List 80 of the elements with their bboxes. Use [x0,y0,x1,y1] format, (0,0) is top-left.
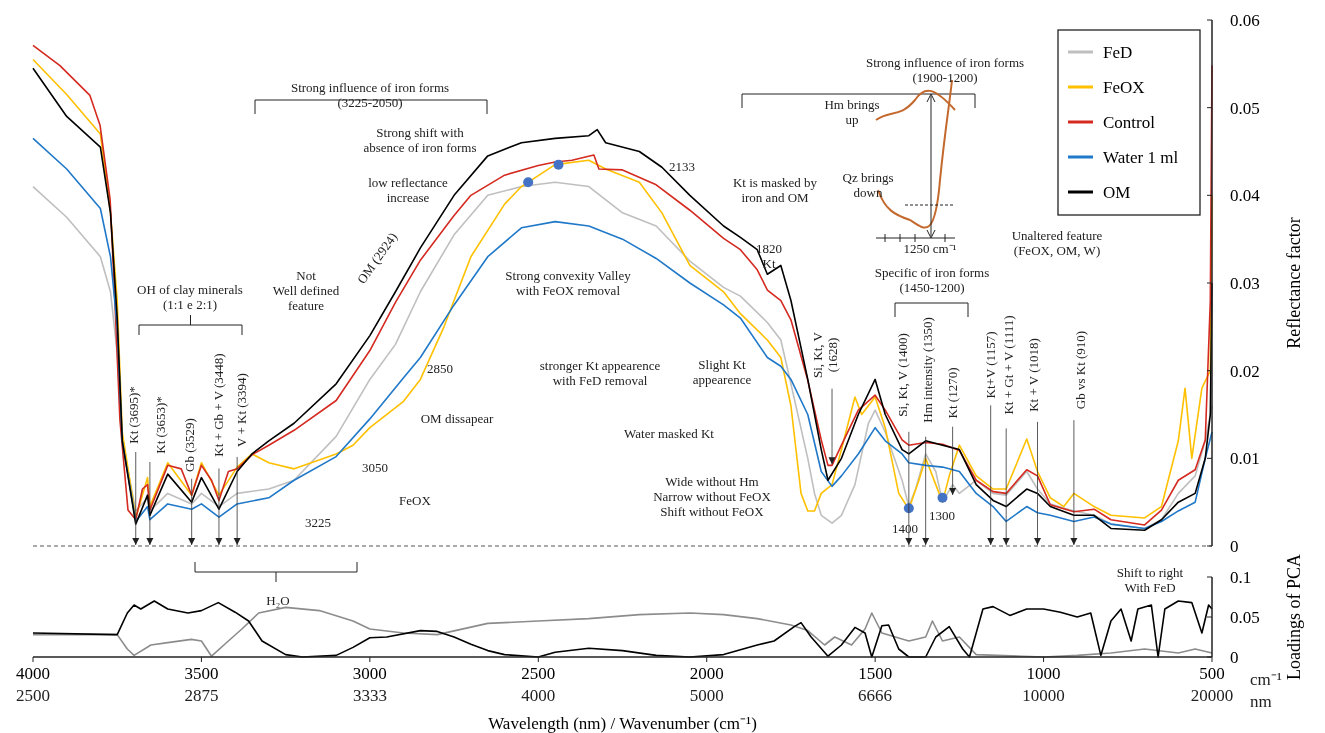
x-tick-label: 4000 [16,664,50,683]
annotation: Slight Kt appearence [692,357,752,388]
annotation: Hm brings up [824,97,880,128]
annotation: Kt + Gb + V (3448) [210,353,226,457]
annotation: Kt+V (1157) [982,331,998,399]
y-tick-label: 0.01 [1230,449,1260,469]
y-tick-label: 0.05 [1230,98,1260,118]
annotation: OM dissapear [420,410,494,426]
annotation: Water masked Kt [624,425,715,441]
annotation: Qz brings down [842,170,894,201]
text: 20000 [1190,685,1234,705]
annotation: Shift to right With FeD [1116,565,1184,596]
annotation: Strong convexity Valley with FeOX removal [505,268,632,299]
annotation: Si, Kt, V (1400) [894,333,910,417]
annotation: FeOX [399,492,432,508]
y-tick-label: 0.1 [1230,567,1252,587]
y-tick-label: 0.04 [1230,186,1261,206]
y-tick-label: 0.05 [1230,607,1260,627]
text: 2500 [16,685,50,705]
annotation: Strong shift with absence of iron forms [363,125,477,156]
text: 6666 [858,685,893,705]
annotation: low reflectance increase [368,175,449,206]
x-tick-label: 1500 [858,664,893,683]
point [553,159,564,170]
x-tick-label: 3500 [184,664,219,683]
annotation: 1300 [929,507,955,523]
annotation: 1250 cm⁻¹ [903,240,957,256]
x-tick-label: 2500 [521,664,556,683]
legend-label: FeOX [1103,77,1145,97]
x-axis-title: Wavelength (nm) / Wavenumber (cm⁻¹) [488,714,757,733]
annotation: stronger Kt appearence with FeD removal [539,358,661,389]
point [937,492,948,503]
legend-label: OM [1103,182,1131,202]
point [523,177,534,188]
annotation: Strong influence of iron forms (1900-1200) [865,55,1025,86]
annotation: 1400 [892,520,918,536]
annotation: 3050 [362,459,388,475]
y-tick-label: 0.03 [1230,273,1260,293]
annotation: 1820 Kt [756,241,782,272]
text: 2875 [184,685,219,705]
x-tick-label: 500 [1199,664,1225,683]
annotation: Kt is masked by iron and OM [732,175,818,206]
legend-label: FeD [1103,42,1133,62]
annotation: Gb vs Kt (910) [1072,330,1088,410]
annotation: Si, Kt, V (1628) [810,331,841,378]
y-tick-label: 0.06 [1230,10,1260,30]
legend-label: Water 1 ml [1103,147,1179,167]
annotation: Kt + V (1018) [1025,338,1041,412]
text: nm [1250,691,1272,711]
annotation: V + Kt (3394) [233,373,249,447]
x-tick-label: 3000 [352,664,387,683]
annotation: 2850 [427,360,453,376]
annotation: Gb (3529) [181,418,197,472]
annotation: OH of clay minerals (1:1 e 2:1) [137,282,243,313]
x-tick-label: 2000 [689,664,724,683]
text: 10000 [1022,685,1065,705]
annotation: H₂O [266,592,290,608]
y-tick-label: 0 [1230,536,1239,556]
annotation: Kt (3653)* [152,396,168,454]
annotation: Wide without Hm Narrow without FeOX Shift without FeOX [653,473,772,519]
annotation: Specific of iron forms (1450-1200) [874,265,990,296]
x-tick-label: 1000 [1026,664,1061,683]
annotation: Strong influence of iron forms (3225-2050) [290,80,450,111]
y-tick-label: 0.02 [1230,361,1260,381]
y-tick-label: 0 [1230,647,1239,667]
y-axis-title: Loadings of PCA [1284,554,1304,680]
annotation: Hm intensity (1350) [919,317,935,423]
legend-label: Control [1103,112,1156,132]
annotation: 3225 [305,514,331,530]
annotation: Kt (3695)* [125,386,141,444]
annotation: Not Well defined feature [272,267,340,313]
text: 4000 [521,685,556,705]
annotation: Kt (1270) [944,367,960,419]
annotation: Unaltered feature (FeOX, OM, W) [1011,228,1103,259]
text: 3333 [352,685,387,705]
text: cm⁻¹ [1250,669,1282,689]
text: 5000 [689,685,724,705]
annotation: 2133 [669,158,695,174]
annotation: Kt + Gt + V (1111) [1000,315,1016,415]
y-axis-title: Reflectance factor [1284,217,1304,349]
